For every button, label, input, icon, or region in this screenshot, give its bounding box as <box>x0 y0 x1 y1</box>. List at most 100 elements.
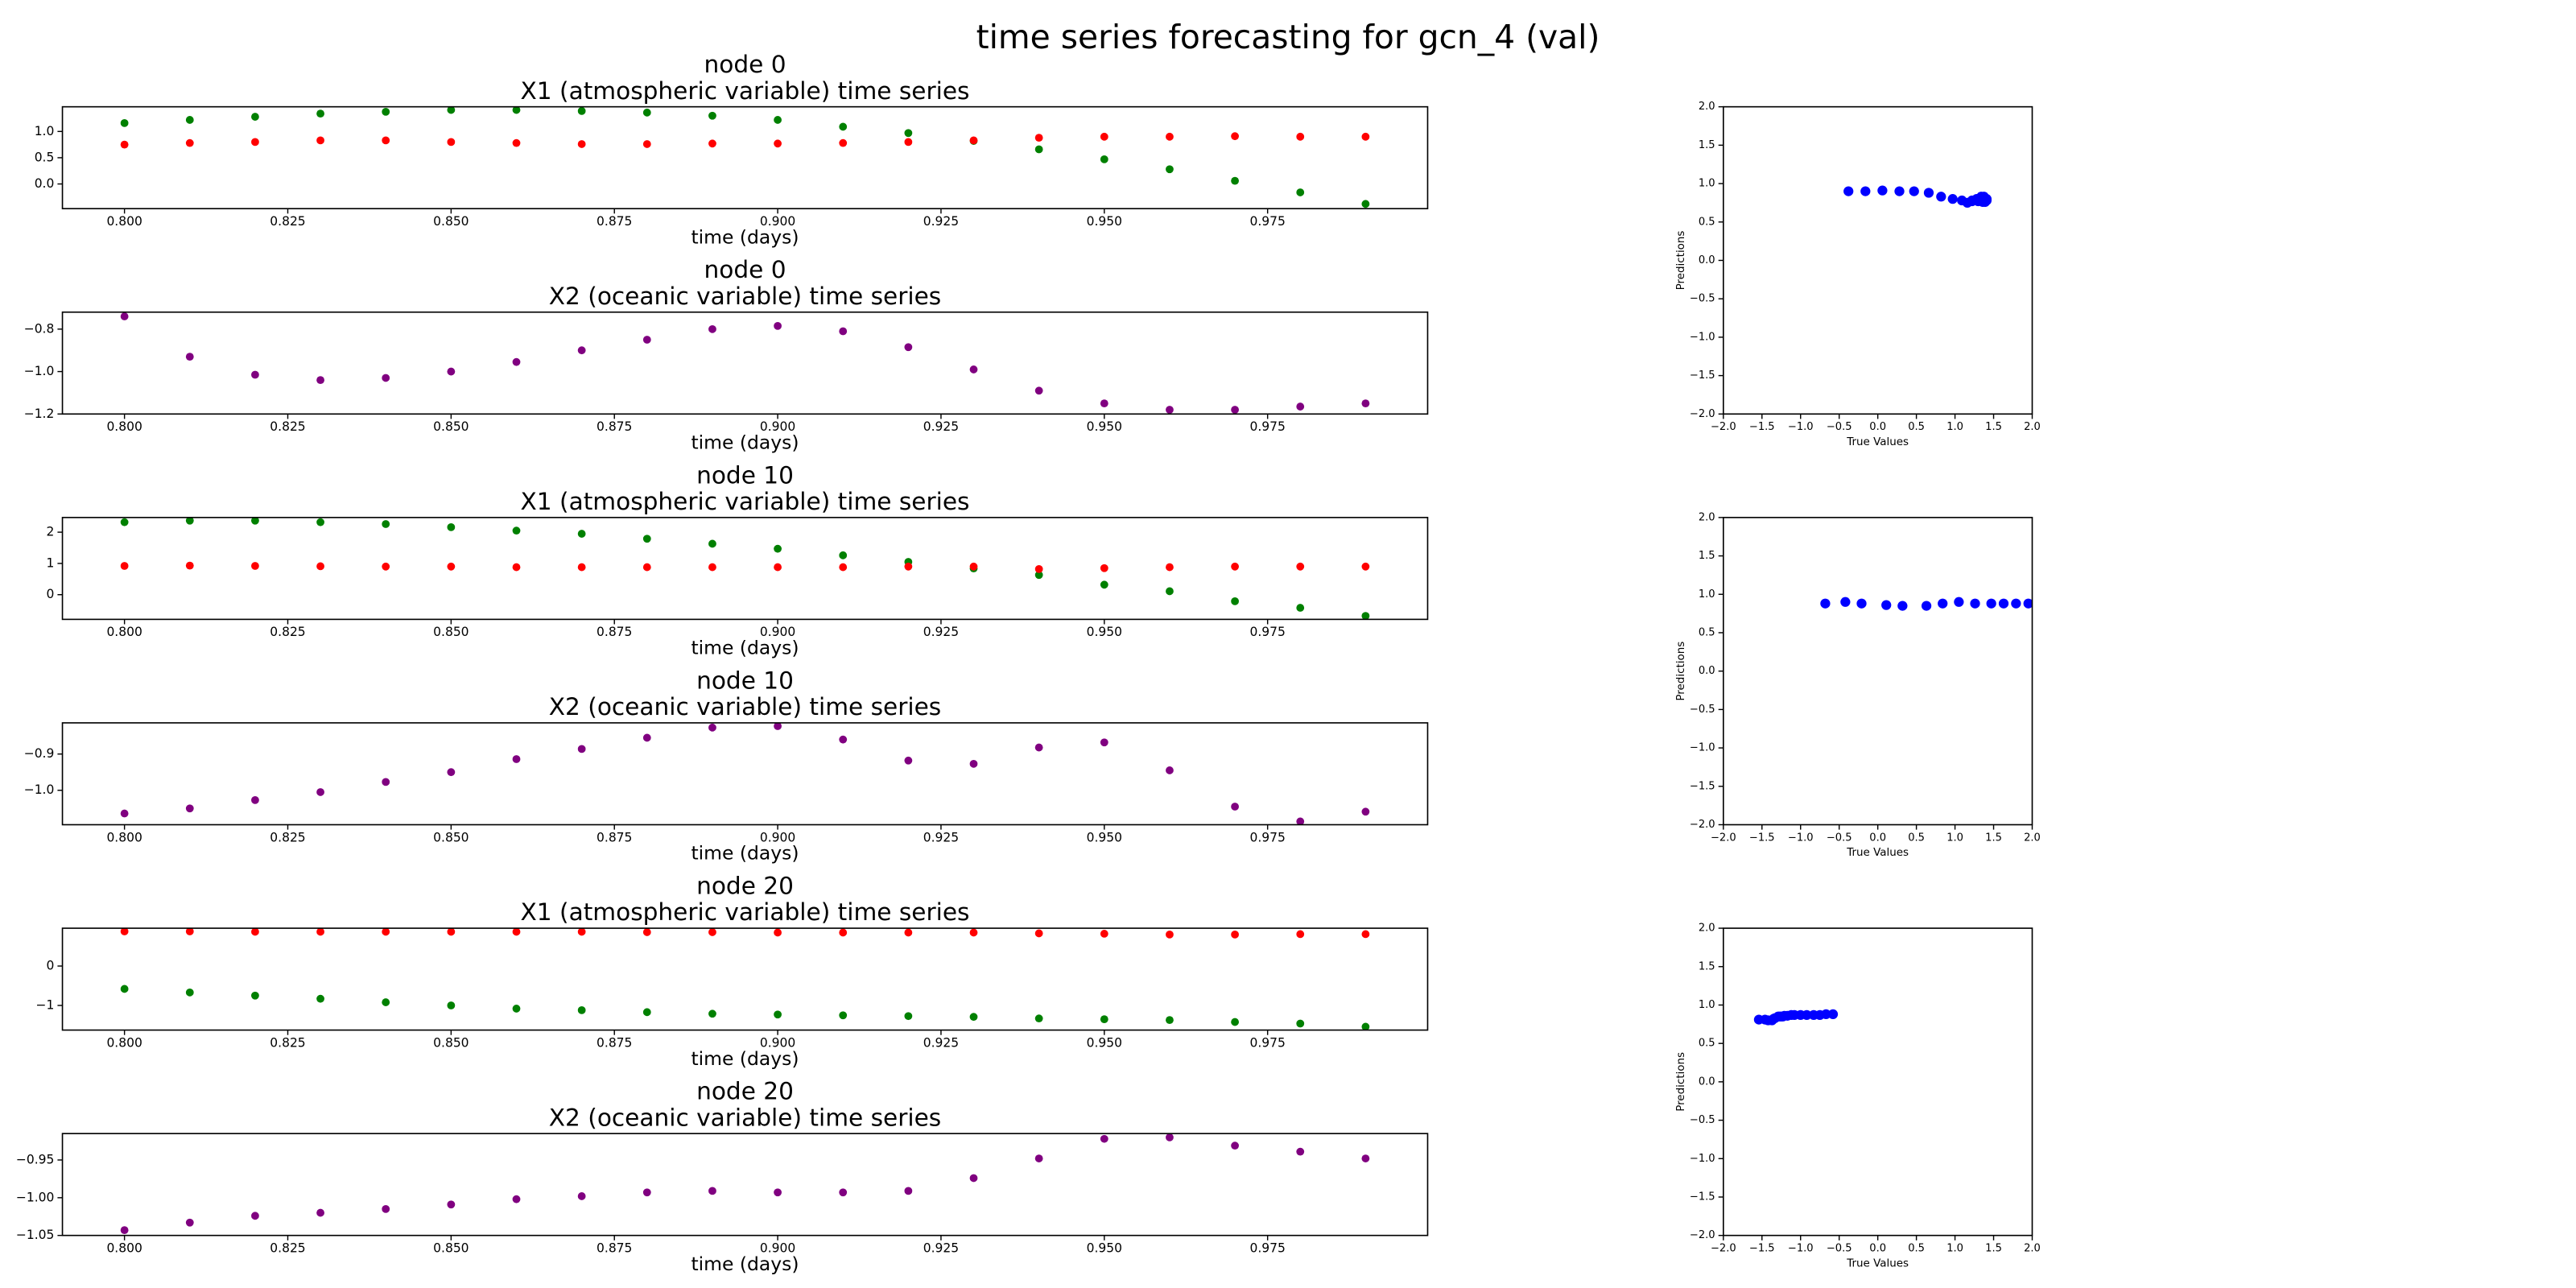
data-point <box>1100 1015 1108 1024</box>
data-point <box>512 138 521 147</box>
y-tick-label: −1.0 <box>1690 742 1715 754</box>
data-point <box>708 1187 716 1195</box>
data-point <box>774 139 782 148</box>
data-point <box>904 928 913 937</box>
data-point <box>1100 930 1108 938</box>
data-point <box>1296 930 1305 939</box>
y-tick-label: −1.05 <box>16 1228 55 1242</box>
data-point <box>1166 165 1174 174</box>
data-point <box>839 327 848 336</box>
data-point <box>447 522 456 531</box>
data-point <box>1034 929 1043 938</box>
data-point <box>642 1188 651 1197</box>
y-axis-label: Predictions <box>1675 642 1687 701</box>
data-point <box>1100 155 1108 163</box>
data-point <box>1100 738 1108 747</box>
data-point <box>577 928 586 936</box>
y-tick-label: −1.2 <box>24 407 55 421</box>
data-point <box>1361 807 1370 816</box>
data-point <box>1296 604 1305 612</box>
x-tick-label: 0.975 <box>1249 1035 1285 1050</box>
data-point <box>577 1005 586 1014</box>
data-point <box>1296 817 1305 825</box>
data-point <box>642 108 651 117</box>
x-tick-label: 0.950 <box>1087 419 1122 434</box>
y-tick-label: 1.0 <box>1699 999 1715 1011</box>
data-point <box>1231 132 1239 141</box>
panel-title: node 20 <box>696 873 794 900</box>
y-tick-label: −1 <box>35 997 54 1012</box>
data-point <box>120 809 129 818</box>
x-tick-label: 0.0 <box>1869 832 1886 844</box>
data-point <box>774 321 782 330</box>
data-point <box>1938 598 1948 609</box>
data-point <box>1034 145 1043 154</box>
data-point <box>251 1212 259 1220</box>
data-point <box>1970 598 1980 609</box>
x-tick-label: −0.5 <box>1827 1243 1852 1255</box>
y-tick-label: −1.0 <box>1690 331 1715 343</box>
data-point <box>120 928 129 935</box>
data-point <box>642 140 651 148</box>
y-tick-label: 1 <box>46 555 54 570</box>
data-point <box>316 518 324 526</box>
data-point <box>316 136 324 145</box>
x-tick-label: 0.850 <box>433 830 469 844</box>
data-point <box>1954 597 1964 607</box>
data-point <box>1231 930 1239 939</box>
data-point <box>447 106 456 114</box>
data-point <box>774 722 782 730</box>
y-tick-label: −0.8 <box>24 321 55 336</box>
data-point <box>120 1226 129 1235</box>
data-point <box>774 563 782 572</box>
data-point <box>1034 386 1043 395</box>
data-point <box>1231 597 1239 605</box>
y-tick-label: 2.0 <box>1699 511 1715 523</box>
plot-area <box>1753 1009 1839 1026</box>
panel-title: node 10 <box>696 461 794 489</box>
axes-frame <box>1723 927 2033 1236</box>
x-tick-label: 2.0 <box>2024 1243 2041 1255</box>
data-point <box>1166 587 1174 596</box>
data-point <box>642 928 651 936</box>
data-point <box>2052 596 2062 605</box>
x-tick-label: 1.5 <box>1985 1243 2002 1255</box>
x-tick-label: −1.0 <box>1788 832 1814 844</box>
y-tick-label: 1.0 <box>35 124 55 138</box>
data-point <box>577 530 586 538</box>
data-point <box>382 562 390 571</box>
data-point <box>774 928 782 937</box>
x-tick-label: 0.0 <box>1869 421 1886 433</box>
data-point <box>120 518 129 526</box>
panel-title: node 0 <box>704 51 786 78</box>
plot-area <box>120 928 1370 1030</box>
x-tick-label: −0.5 <box>1827 832 1852 844</box>
x-tick-label: −1.5 <box>1749 1243 1775 1255</box>
data-point <box>512 563 521 572</box>
y-tick-label: −0.5 <box>1690 704 1715 716</box>
data-point <box>708 139 716 148</box>
y-tick-label: 2 <box>46 525 54 539</box>
data-point <box>382 778 390 786</box>
x-tick-label: 0.975 <box>1249 625 1285 639</box>
y-tick-label: 0 <box>46 587 54 601</box>
data-point <box>1296 188 1305 196</box>
data-point <box>1034 565 1043 573</box>
x-axis-label: time (days) <box>691 1047 799 1070</box>
plot-area <box>120 722 1370 825</box>
data-point <box>2040 597 2050 607</box>
panel-title: node 10 <box>696 667 794 694</box>
x-tick-label: 0.825 <box>270 419 305 434</box>
data-point <box>2023 598 2033 609</box>
x-tick-label: 0.900 <box>760 1035 795 1050</box>
data-point <box>1034 571 1043 580</box>
data-point <box>1296 132 1305 141</box>
x-tick-label: 0.925 <box>923 419 959 434</box>
x-tick-label: 0.875 <box>597 419 632 434</box>
data-point <box>577 745 586 753</box>
data-point <box>447 367 456 376</box>
data-point <box>185 988 194 997</box>
panel-subtitle: X1 (atmospheric variable) time series <box>521 77 970 105</box>
